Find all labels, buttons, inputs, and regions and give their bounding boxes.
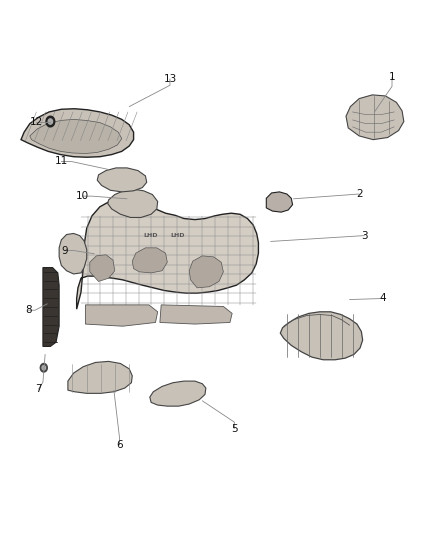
Circle shape [42,366,46,370]
Polygon shape [97,168,147,192]
Text: 4: 4 [380,294,387,303]
Text: 2: 2 [356,189,363,199]
Polygon shape [346,95,404,140]
Polygon shape [85,305,158,326]
Polygon shape [21,109,134,157]
Circle shape [40,364,47,372]
Text: 8: 8 [25,305,32,315]
Polygon shape [266,192,293,212]
Text: 7: 7 [35,384,42,394]
Polygon shape [30,119,122,154]
Polygon shape [77,200,258,309]
Text: LHD: LHD [170,233,185,238]
Polygon shape [150,381,206,406]
Polygon shape [90,255,115,281]
Text: 6: 6 [116,440,123,450]
Text: 9: 9 [61,246,68,255]
Circle shape [48,119,53,124]
Polygon shape [132,248,167,273]
Text: 5: 5 [231,424,238,433]
Text: LHD: LHD [144,233,159,238]
Polygon shape [108,189,158,217]
Text: 12: 12 [30,117,43,126]
Polygon shape [280,312,363,360]
Polygon shape [43,268,59,346]
Circle shape [46,116,55,127]
Text: 13: 13 [163,74,177,84]
Text: 3: 3 [361,231,368,240]
Polygon shape [160,305,232,324]
Polygon shape [189,256,223,288]
Text: 11: 11 [55,157,68,166]
Text: 1: 1 [389,72,396,82]
Text: 10: 10 [76,191,89,201]
Polygon shape [68,361,132,393]
Polygon shape [59,233,87,274]
